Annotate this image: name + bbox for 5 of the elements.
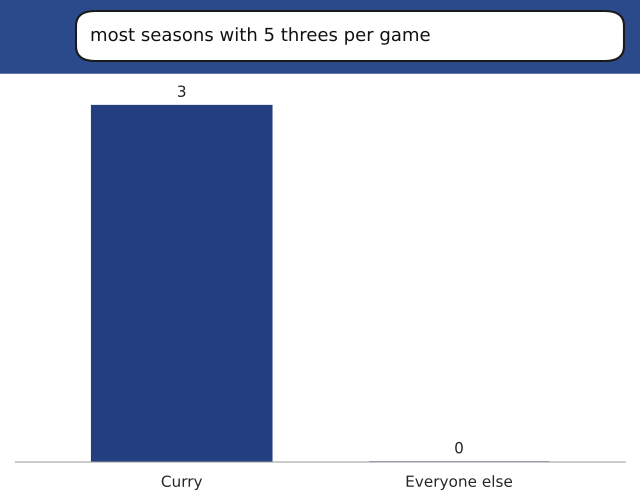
x-tick-label: Everyone else — [406, 475, 512, 490]
chart-title: most seasons with 5 threes per game — [92, 27, 430, 45]
data-label: 3 — [178, 85, 186, 98]
x-tick-label: Curry — [162, 475, 202, 490]
data-label: 0 — [455, 442, 463, 454]
